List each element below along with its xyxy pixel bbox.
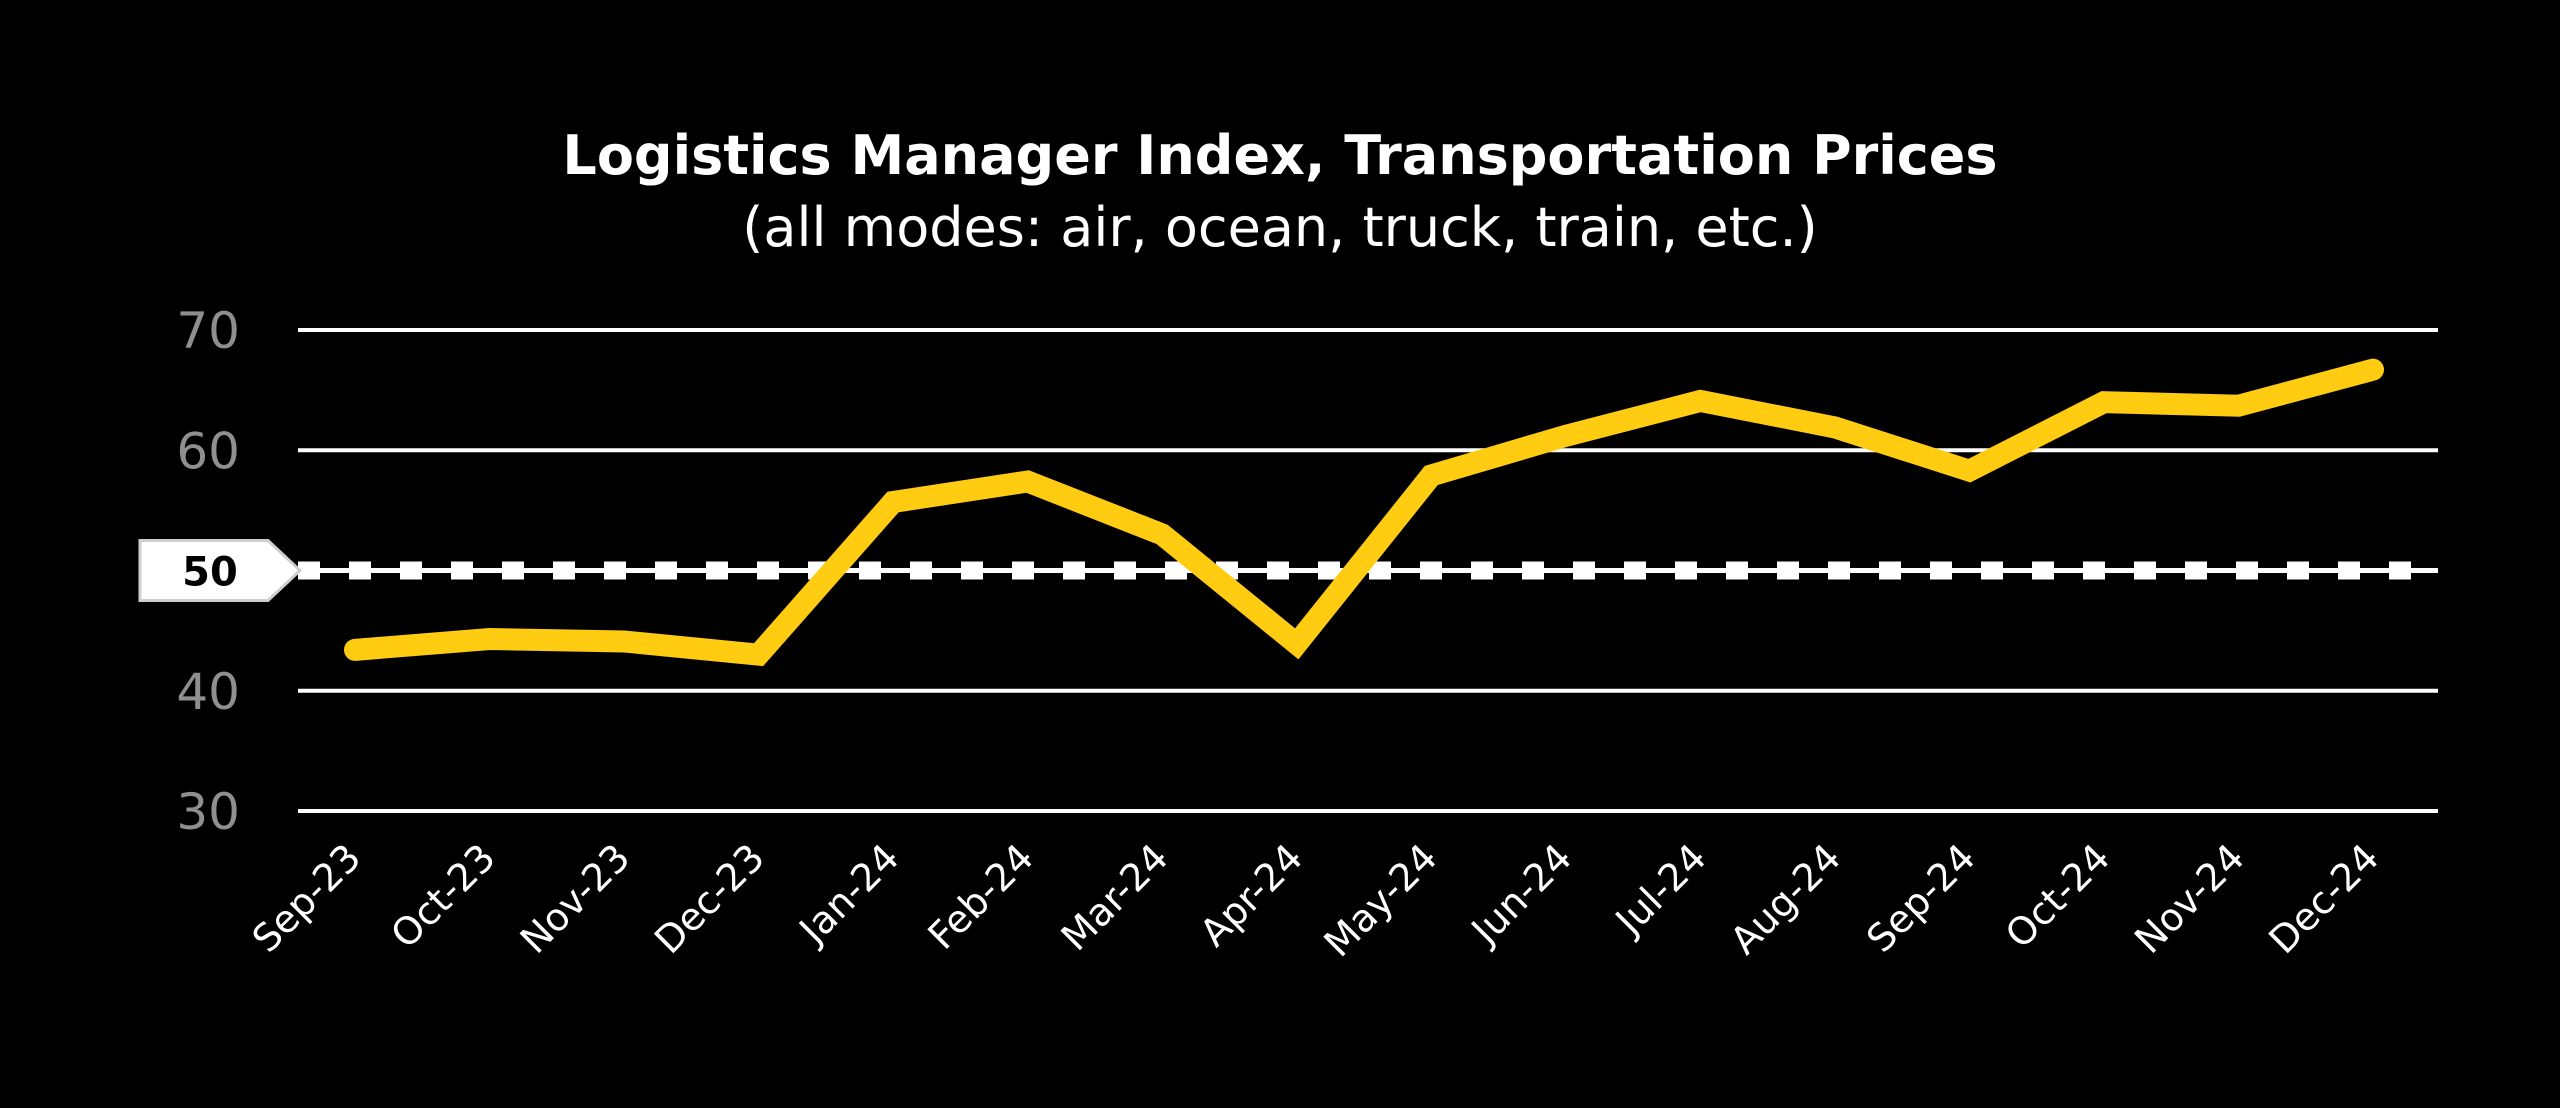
data-point-14	[2236, 403, 2241, 408]
data-point-5	[1025, 479, 1030, 484]
y-tick-label-70: 70	[176, 302, 240, 360]
data-point-3	[756, 652, 761, 657]
data-point-8	[1429, 473, 1434, 478]
data-point-12	[1967, 468, 1972, 473]
reference-label: 50	[182, 550, 238, 596]
x-tick-label-9: Jun-24	[1462, 835, 1580, 953]
chart-title: Logistics Manager Index, Transportation …	[562, 124, 1998, 187]
data-point-15	[2371, 367, 2375, 372]
y-tick-label-40: 40	[176, 663, 240, 721]
data-point-7	[1294, 641, 1299, 646]
x-tick-label-1: Oct-23	[382, 835, 503, 956]
data-point-10	[1698, 398, 1703, 403]
data-point-11	[1832, 425, 1837, 430]
x-tick-label-13: Oct-24	[1997, 835, 2118, 956]
chart-subtitle: (all modes: air, ocean, truck, train, et…	[742, 196, 1818, 259]
x-tick-label-14: Nov-24	[2126, 835, 2253, 962]
data-point-6	[1160, 532, 1165, 537]
y-tick-label-60: 60	[176, 422, 240, 480]
x-tick-label-0: Sep-23	[244, 835, 370, 961]
x-tick-label-4: Jan-24	[790, 835, 908, 953]
x-tick-label-10: Jul-24	[1606, 835, 1715, 944]
x-tick-label-5: Feb-24	[919, 835, 1042, 958]
reference-label-tag	[138, 539, 303, 602]
data-point-4	[891, 499, 896, 504]
series-line	[344, 358, 2384, 667]
x-tick-label-3: Dec-23	[646, 835, 773, 962]
x-tick-label-6: Mar-24	[1053, 835, 1177, 959]
x-tick-label-8: May-24	[1316, 835, 1446, 965]
data-point-13	[2101, 400, 2106, 405]
x-tick-label-2: Nov-23	[512, 835, 639, 962]
data-point-2	[622, 639, 627, 644]
data-point-1	[487, 637, 492, 642]
data-point-9	[1563, 433, 1568, 438]
x-tick-label-11: Aug-24	[1722, 835, 1849, 962]
x-tick-label-15: Dec-24	[2260, 835, 2387, 962]
x-tick-label-12: Sep-24	[1858, 835, 1984, 961]
data-point-0	[353, 647, 357, 652]
y-tick-label-30: 30	[176, 783, 240, 841]
x-tick-label-7: Apr-24	[1191, 835, 1311, 955]
